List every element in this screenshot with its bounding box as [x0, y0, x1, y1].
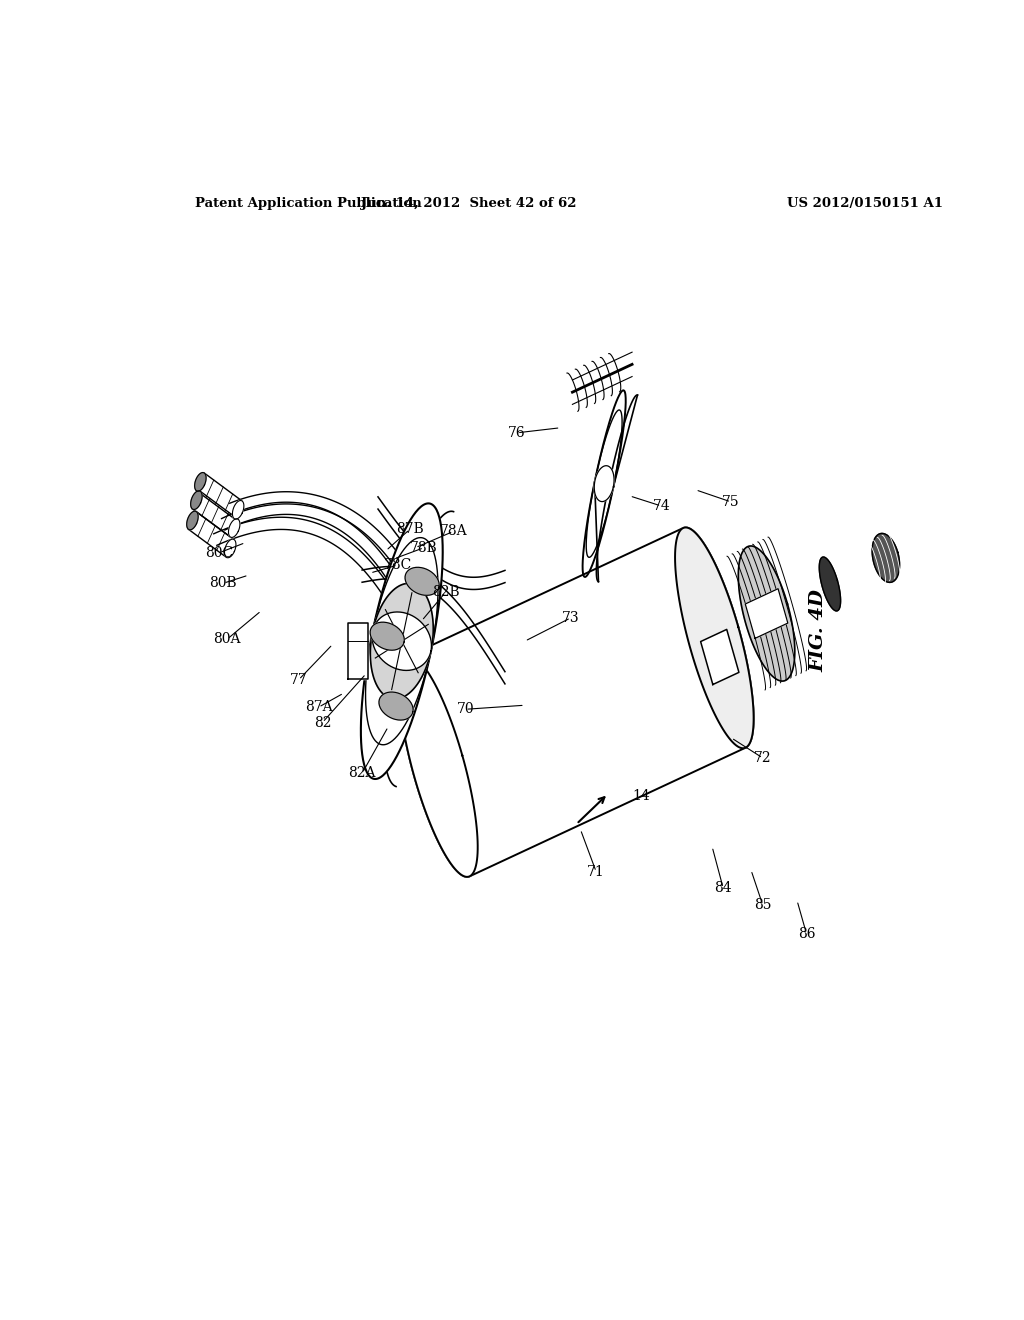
Text: 77: 77	[290, 673, 307, 686]
Text: Patent Application Publication: Patent Application Publication	[196, 197, 422, 210]
Polygon shape	[372, 612, 431, 671]
Polygon shape	[186, 511, 199, 529]
Polygon shape	[399, 528, 754, 876]
Text: 80C: 80C	[205, 545, 233, 560]
Polygon shape	[348, 623, 368, 680]
Polygon shape	[594, 466, 614, 502]
Text: 78C: 78C	[384, 558, 412, 572]
Text: 14: 14	[632, 788, 649, 803]
Polygon shape	[371, 622, 404, 651]
Polygon shape	[371, 583, 433, 700]
Polygon shape	[399, 656, 478, 876]
Text: 80B: 80B	[210, 577, 237, 590]
Text: 70: 70	[457, 702, 474, 717]
Polygon shape	[872, 533, 900, 582]
Polygon shape	[745, 589, 787, 639]
Text: 84: 84	[715, 882, 732, 895]
Text: 76: 76	[508, 426, 525, 440]
Polygon shape	[379, 692, 413, 721]
Text: 80A: 80A	[213, 632, 241, 647]
Text: Jun. 14, 2012  Sheet 42 of 62: Jun. 14, 2012 Sheet 42 of 62	[361, 197, 577, 210]
Polygon shape	[228, 519, 240, 537]
Polygon shape	[675, 528, 754, 748]
Text: 78B: 78B	[411, 541, 438, 554]
Text: 82A: 82A	[348, 767, 376, 780]
Text: US 2012/0150151 A1: US 2012/0150151 A1	[786, 197, 943, 210]
Polygon shape	[738, 546, 795, 681]
Polygon shape	[819, 557, 841, 611]
Polygon shape	[190, 491, 202, 510]
Text: 73: 73	[562, 611, 580, 624]
Text: 85: 85	[754, 899, 772, 912]
Polygon shape	[406, 568, 439, 595]
Polygon shape	[224, 539, 236, 558]
Text: 82: 82	[313, 715, 331, 730]
Text: 87A: 87A	[305, 700, 332, 714]
Text: 72: 72	[754, 751, 772, 766]
Text: 71: 71	[588, 865, 605, 879]
Text: 74: 74	[652, 499, 670, 513]
Text: 82B: 82B	[432, 585, 459, 599]
Text: 87B: 87B	[396, 523, 424, 536]
Text: 86: 86	[798, 927, 815, 941]
Polygon shape	[360, 503, 442, 779]
Text: FIG. 4D: FIG. 4D	[809, 590, 827, 672]
Polygon shape	[583, 391, 626, 577]
Text: 78A: 78A	[439, 524, 467, 539]
Polygon shape	[195, 473, 206, 491]
Polygon shape	[700, 630, 739, 685]
Polygon shape	[232, 500, 244, 519]
Text: 75: 75	[722, 495, 740, 510]
